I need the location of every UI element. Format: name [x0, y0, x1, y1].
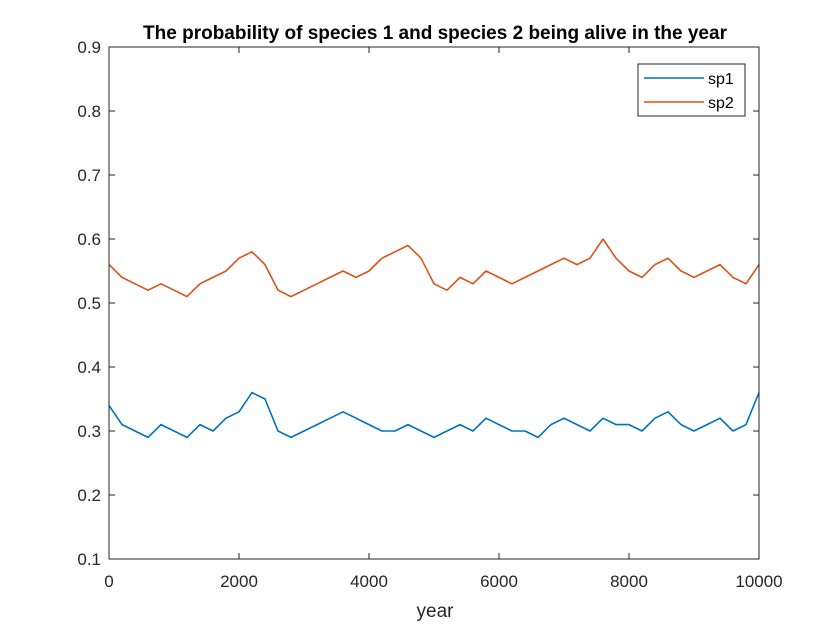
y-tick-label: 0.4 — [77, 358, 101, 377]
x-tick-label: 0 — [104, 572, 113, 591]
legend-label-sp1: sp1 — [708, 71, 734, 88]
legend-label-sp2: sp2 — [708, 95, 734, 112]
y-tick-label: 0.7 — [77, 166, 101, 185]
ticks-layer: 0 2000 4000 6000 8000 10000 0.1 0.2 0.3 0.4 0.5 0.6… — [77, 38, 782, 591]
chart-title: The probability of species 1 and species… — [143, 23, 728, 44]
series-line-sp1 — [108, 391, 760, 439]
series-line-sp2 — [108, 238, 760, 298]
y-tick-label: 0.1 — [77, 550, 101, 569]
y-tick-label: 0.8 — [77, 102, 101, 121]
y-tick-label: 0.6 — [77, 230, 101, 249]
x-tick-label: 10000 — [735, 572, 782, 591]
x-tick-label: 4000 — [350, 572, 388, 591]
x-axis-label: year — [417, 601, 455, 622]
x-tick-label: 8000 — [610, 572, 648, 591]
plot-background — [109, 47, 759, 559]
y-tick-label: 0.9 — [77, 38, 101, 57]
series-layer — [108, 238, 760, 439]
x-tick-label: 6000 — [480, 572, 518, 591]
legend: sp1 sp2 — [637, 63, 746, 117]
legend-box — [637, 63, 746, 117]
x-tick-label: 2000 — [220, 572, 258, 591]
y-tick-label: 0.5 — [77, 294, 101, 313]
y-tick-label: 0.2 — [77, 486, 101, 505]
y-tick-label: 0.3 — [77, 422, 101, 441]
